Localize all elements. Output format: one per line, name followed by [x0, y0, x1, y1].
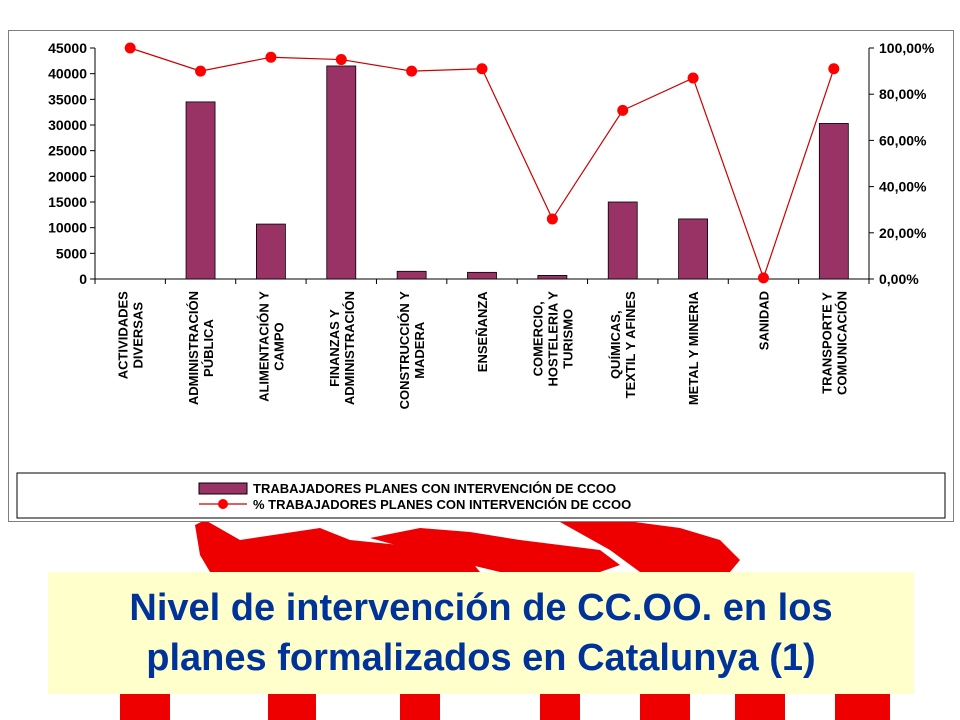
logo-shape [560, 520, 740, 572]
category-label: ADMINISTRACIÓNPÚBLICA [186, 291, 216, 405]
right-tick-label: 60,00% [879, 132, 927, 148]
line-point [828, 63, 840, 75]
bar-series [185, 65, 849, 280]
ccoo-logo [120, 520, 890, 720]
category-label: FINANZAS YADMINISTRACIÓN [327, 291, 357, 405]
right-tick-label: 80,00% [879, 86, 927, 102]
right-tick-label: 100,00% [879, 40, 935, 56]
category-label: COMERCIO,HOSTELERIA YTURISMO [530, 291, 575, 387]
bar [678, 218, 708, 280]
logo-shape [195, 520, 480, 572]
category-label: ENSEÑANZA [475, 291, 490, 373]
bar [537, 275, 568, 280]
left-tick-label: 35000 [48, 91, 87, 107]
legend-label-line: % TRABAJADORES PLANES CON INTERVENCIÓN D… [253, 497, 631, 512]
category-label: TRANSPORTE YCOMUNICACIÓN [819, 291, 849, 395]
logo-block [640, 694, 690, 720]
bar [607, 201, 638, 280]
right-tick-label: 20,00% [879, 225, 927, 241]
line-point [546, 213, 558, 225]
line-point [687, 72, 699, 84]
category-label: QUÍMICAS,TEXTIL Y AFINES [608, 291, 638, 398]
legend-marker-swatch [218, 499, 228, 509]
line-series [124, 42, 840, 284]
left-tick-label: 45000 [48, 40, 87, 56]
category-label: ACTIVIDADESDIVERSAS [116, 291, 146, 379]
line-point [265, 51, 277, 63]
line-point [335, 54, 347, 66]
page-title: Nivel de intervención de CC.OO. en los p… [129, 587, 833, 679]
line-point [617, 104, 629, 116]
right-tick-label: 0,00% [879, 271, 919, 287]
legend-box [16, 472, 946, 519]
left-tick-label: 10000 [48, 220, 87, 236]
right-axis: 0,00% 20,00% 40,00% 60,00% 80,00% 100,00% [868, 40, 935, 287]
title-box: Nivel de intervención de CC.OO. en los p… [48, 572, 914, 694]
legend-bar-swatch [198, 482, 248, 495]
left-tick-label: 20000 [48, 168, 87, 184]
line-point [195, 65, 207, 77]
bar [185, 101, 216, 280]
line-point [406, 65, 418, 77]
right-tick-label: 40,00% [879, 179, 927, 195]
left-tick-label: 30000 [48, 117, 87, 133]
bar [467, 271, 497, 280]
left-tick-label: 0 [79, 271, 87, 287]
category-label: METAL Y MINERIA [686, 291, 701, 405]
line-point [476, 63, 488, 75]
legend: TRABAJADORES PLANES CON INTERVENCIÓN DE … [16, 472, 946, 519]
bar [818, 123, 849, 280]
line-path [129, 47, 835, 280]
legend-label-bars: TRABAJADORES PLANES CON INTERVENCIÓN DE … [253, 481, 616, 496]
logo-block [120, 694, 170, 720]
logo-block [400, 694, 440, 720]
logo-block [835, 694, 890, 720]
bar [256, 223, 286, 280]
logo-block [268, 694, 316, 720]
category-label: SANIDAD [756, 291, 771, 350]
bar [396, 270, 427, 280]
left-axis: 0 5000 10000 15000 20000 25000 30000 35000 40000… [48, 40, 870, 287]
chart-frame: 0 5000 10000 15000 20000 25000 30000 35000 40000… [8, 30, 954, 522]
combo-chart: 0 5000 10000 15000 20000 25000 30000 35000 40000… [16, 40, 946, 519]
category-label: ALIMENTACIÓN YCAMPO [256, 291, 286, 402]
left-tick-label: 25000 [48, 143, 87, 159]
bar [326, 65, 357, 280]
line-point [757, 272, 769, 284]
logo-block [540, 694, 580, 720]
left-tick-label: 15000 [48, 194, 87, 210]
logo-block [735, 694, 785, 720]
category-labels: ACTIVIDADESDIVERSAS ADMINISTRACIÓNPÚBLICA… [116, 291, 850, 410]
left-tick-label: 40000 [48, 66, 87, 82]
left-tick-label: 5000 [56, 245, 87, 261]
logo-shape [370, 528, 620, 572]
line-point [124, 42, 136, 54]
category-label: CONSTRUCCIÓN YMADERA [397, 291, 427, 410]
